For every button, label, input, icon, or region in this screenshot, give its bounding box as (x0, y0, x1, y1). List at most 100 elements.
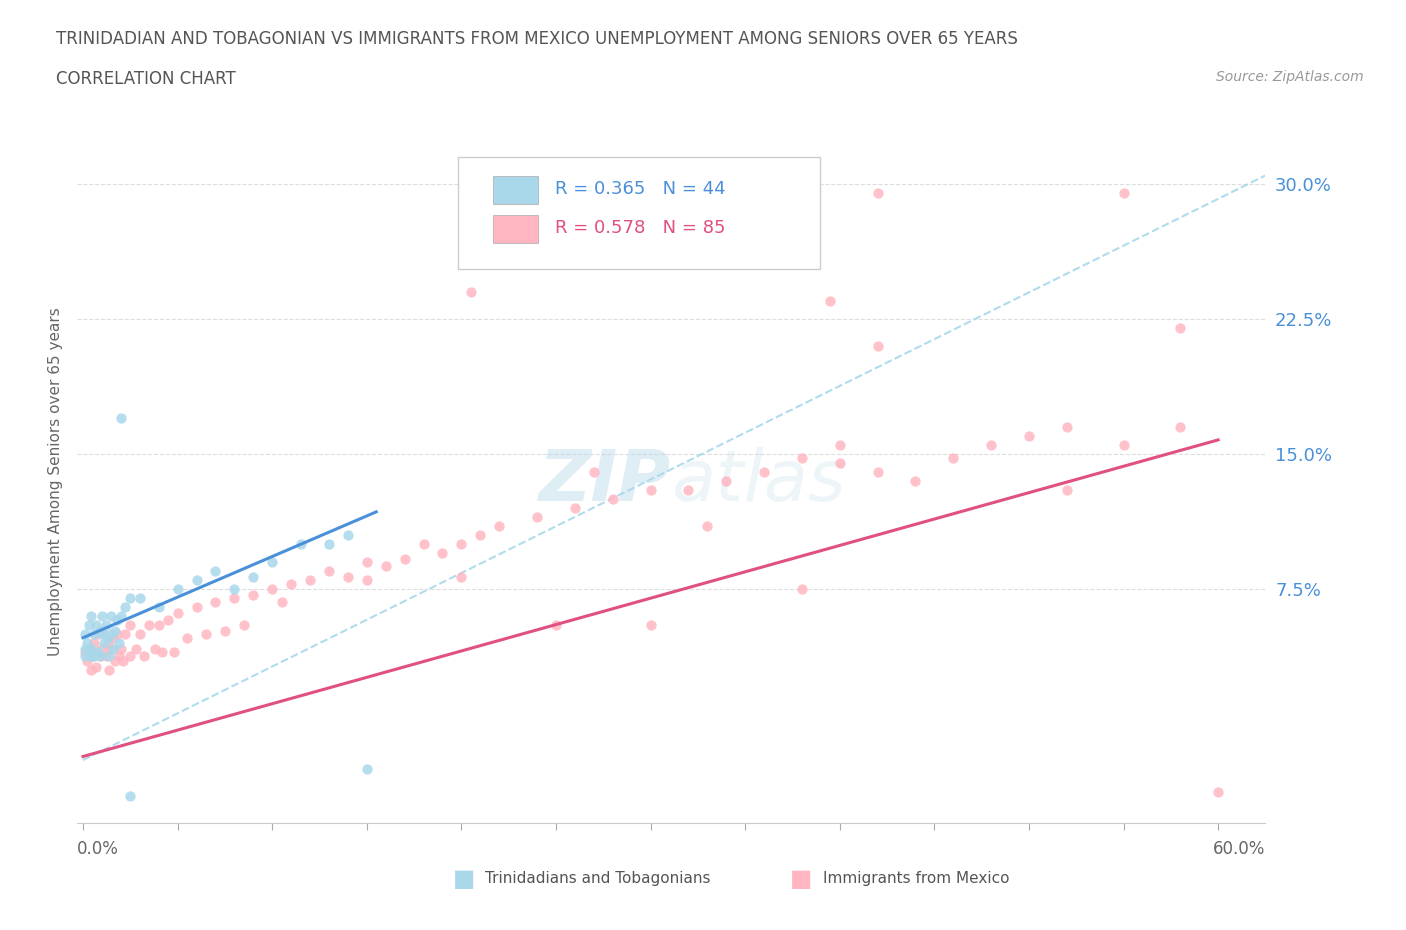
Point (204, 594, 226, 609)
Text: CORRELATION CHART: CORRELATION CHART (56, 70, 236, 87)
Point (1206, 785, 1229, 800)
Point (157, 612, 180, 627)
Point (108, 636, 131, 651)
Text: R = 0.578   N = 85: R = 0.578 N = 85 (555, 219, 725, 237)
Point (790, 582, 813, 597)
Point (262, 555, 284, 570)
Point (83, 648, 105, 663)
Point (488, 519, 510, 534)
Text: 0.0%: 0.0% (77, 840, 120, 857)
Point (89, 623, 111, 638)
Point (82, 641, 104, 656)
Text: 60.0%: 60.0% (1213, 840, 1265, 857)
Point (76, 636, 98, 651)
Y-axis label: Unemployment Among Seniors over 65 years: Unemployment Among Seniors over 65 years (48, 307, 63, 656)
Point (318, 537, 340, 551)
Point (87, 644, 110, 659)
Point (77, 618, 100, 632)
Point (77, 641, 100, 656)
Point (82, 648, 104, 663)
Point (108, 648, 131, 663)
Point (125, 641, 148, 656)
Point (450, 569, 472, 584)
Point (356, 762, 378, 777)
Point (120, 789, 142, 804)
Point (336, 528, 359, 543)
Point (105, 612, 128, 627)
Point (290, 537, 312, 551)
Point (866, 186, 889, 201)
Point (194, 627, 217, 642)
Text: atlas: atlas (672, 446, 846, 516)
Point (104, 623, 127, 638)
Point (299, 573, 322, 588)
Point (166, 582, 188, 597)
Point (214, 623, 236, 638)
Point (120, 648, 142, 663)
Point (90, 641, 112, 656)
Point (110, 609, 132, 624)
Text: ■: ■ (453, 867, 475, 891)
Point (280, 577, 302, 591)
Point (460, 285, 482, 299)
Point (1018, 429, 1040, 444)
Point (73, 648, 96, 663)
Point (138, 618, 160, 632)
Point (163, 644, 186, 659)
Point (110, 411, 132, 426)
Point (1112, 438, 1135, 453)
Point (450, 537, 472, 551)
Point (790, 450, 813, 465)
Point (152, 644, 174, 659)
Point (148, 618, 170, 632)
Point (394, 551, 416, 566)
Point (104, 654, 127, 669)
Point (640, 483, 662, 498)
Point (114, 600, 136, 615)
Point (356, 573, 378, 588)
Point (89, 648, 111, 663)
Text: ■: ■ (790, 867, 813, 891)
Text: ZIP: ZIP (538, 446, 672, 516)
Point (374, 558, 396, 573)
Point (176, 631, 198, 645)
Point (242, 587, 264, 602)
Point (94, 618, 117, 632)
Point (526, 510, 548, 525)
Point (98, 663, 121, 678)
Point (1168, 321, 1191, 336)
Point (186, 573, 208, 588)
Point (224, 582, 246, 597)
Point (83, 636, 105, 651)
Point (77, 644, 100, 659)
Point (120, 591, 142, 605)
Point (84, 618, 107, 632)
Point (432, 546, 454, 561)
Text: R = 0.365   N = 44: R = 0.365 N = 44 (555, 179, 725, 198)
Text: TRINIDADIAN AND TOBAGONIAN VS IMMIGRANTS FROM MEXICO UNEMPLOYMENT AMONG SENIORS : TRINIDADIAN AND TOBAGONIAN VS IMMIGRANTS… (56, 30, 1018, 47)
Point (820, 294, 842, 309)
FancyBboxPatch shape (494, 176, 538, 205)
Text: Trinidadians and Tobagonians: Trinidadians and Tobagonians (485, 871, 710, 886)
Point (100, 609, 122, 624)
Point (470, 528, 492, 543)
Point (1112, 186, 1135, 201)
Point (83, 627, 105, 642)
Point (412, 537, 434, 551)
Point (544, 618, 567, 632)
Point (232, 618, 254, 632)
Point (262, 582, 284, 597)
Point (602, 492, 624, 507)
Point (79, 663, 101, 678)
Point (128, 591, 150, 605)
Point (73, 627, 96, 642)
Point (100, 627, 122, 642)
Point (73, 641, 96, 656)
Point (93, 627, 115, 642)
Point (204, 564, 226, 578)
Point (828, 456, 851, 471)
Point (84, 659, 107, 674)
Point (148, 600, 170, 615)
Point (79, 609, 101, 624)
Point (79, 648, 101, 663)
